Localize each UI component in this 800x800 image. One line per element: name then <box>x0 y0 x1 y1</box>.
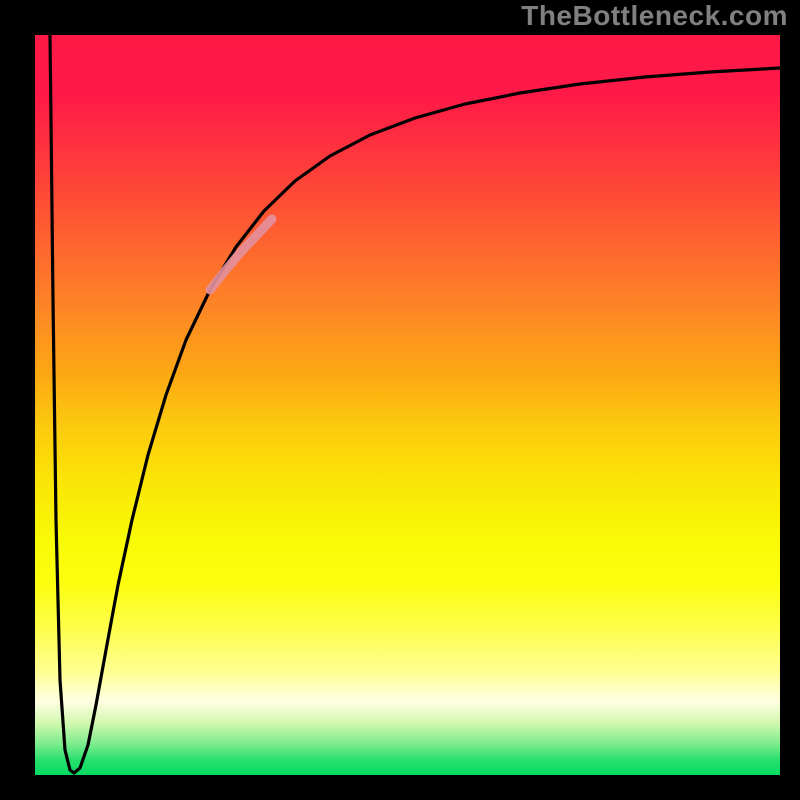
gradient-plot-area <box>35 35 780 775</box>
watermark-text: TheBottleneck.com <box>521 0 788 32</box>
bottleneck-chart-container: TheBottleneck.com <box>0 0 800 800</box>
bottleneck-chart <box>0 0 800 800</box>
